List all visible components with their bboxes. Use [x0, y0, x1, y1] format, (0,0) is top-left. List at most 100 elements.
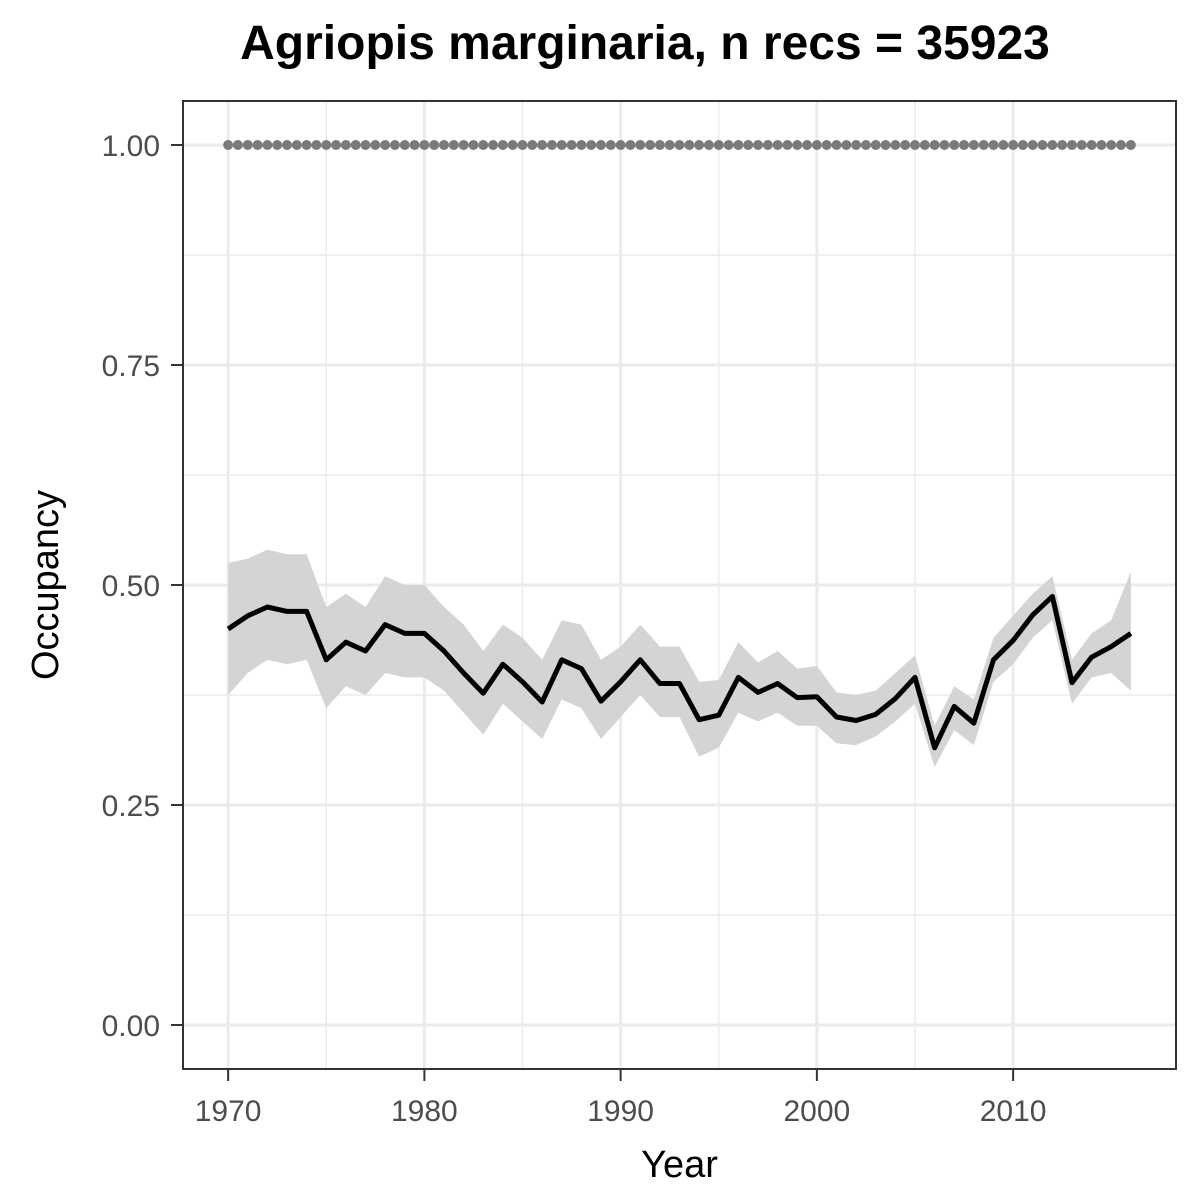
- upper-dot: [507, 140, 518, 150]
- y-tick-label: 0.25: [102, 790, 160, 823]
- upper-dot: [772, 140, 783, 150]
- x-tick-label: 1970: [195, 1095, 262, 1128]
- upper-dot: [429, 140, 440, 150]
- upper-dot: [537, 140, 548, 150]
- upper-dot: [409, 140, 420, 150]
- chart-title: Agriopis marginaria, n recs = 35923: [240, 17, 1050, 70]
- occupancy-line-series: [226, 593, 1133, 751]
- upper-dot: [1008, 140, 1019, 150]
- upper-dot: [684, 140, 695, 150]
- upper-bound-dots-series: [223, 140, 1136, 150]
- upper-dot: [880, 140, 891, 150]
- grid-lines: [183, 101, 1176, 1069]
- upper-dot: [340, 140, 351, 150]
- upper-dot: [311, 140, 322, 150]
- upper-dot: [291, 140, 302, 150]
- upper-dot: [321, 140, 332, 150]
- upper-dot: [811, 140, 822, 150]
- upper-dot: [782, 140, 793, 150]
- upper-dot: [831, 140, 842, 150]
- upper-dot: [546, 140, 557, 150]
- upper-dot: [301, 140, 312, 150]
- upper-dot: [272, 140, 283, 150]
- confidence-band-area: [228, 549, 1131, 768]
- upper-dot: [596, 140, 607, 150]
- upper-dot: [1066, 140, 1077, 150]
- upper-dot: [527, 140, 538, 150]
- upper-dot: [900, 140, 911, 150]
- upper-dot: [694, 140, 705, 150]
- upper-dot: [1116, 140, 1127, 150]
- upper-dot: [232, 140, 243, 150]
- y-tick-label: 1.00: [102, 130, 160, 163]
- upper-dot: [478, 140, 489, 150]
- upper-dot: [968, 140, 979, 150]
- upper-dot: [949, 140, 960, 150]
- upper-dot: [654, 140, 665, 150]
- upper-dot: [713, 140, 724, 150]
- upper-dot: [978, 140, 989, 150]
- upper-dot: [1086, 140, 1097, 150]
- x-tick-label: 1980: [391, 1095, 458, 1128]
- y-tick-label: 0.75: [102, 350, 160, 383]
- upper-dot: [439, 140, 450, 150]
- upper-dot: [959, 140, 970, 150]
- upper-dot: [851, 140, 862, 150]
- upper-dot: [664, 140, 675, 150]
- upper-dot: [448, 140, 459, 150]
- upper-dot: [605, 140, 616, 150]
- x-tick-label: 2000: [783, 1095, 850, 1128]
- upper-dot: [723, 140, 734, 150]
- upper-dot: [576, 140, 587, 150]
- upper-dot: [870, 140, 881, 150]
- occupancy-line: [226, 593, 1133, 751]
- upper-dot: [625, 140, 636, 150]
- upper-dot: [860, 140, 871, 150]
- upper-dot: [1106, 140, 1117, 150]
- upper-dot: [468, 140, 479, 150]
- upper-dot: [556, 140, 567, 150]
- upper-dot: [762, 140, 773, 150]
- upper-dot: [733, 140, 744, 150]
- upper-dot: [1037, 140, 1048, 150]
- upper-dot: [223, 140, 234, 150]
- upper-dot: [674, 140, 685, 150]
- upper-dot: [252, 140, 263, 150]
- upper-dot: [399, 140, 410, 150]
- upper-dot: [1047, 140, 1058, 150]
- upper-dot: [919, 140, 930, 150]
- upper-dot: [419, 140, 430, 150]
- upper-dot: [1125, 140, 1136, 150]
- upper-dot: [1096, 140, 1107, 150]
- upper-dot: [988, 140, 999, 150]
- upper-dot: [497, 140, 508, 150]
- upper-dot: [615, 140, 626, 150]
- y-axis-title: Occupancy: [25, 490, 67, 680]
- upper-dot: [890, 140, 901, 150]
- upper-dot: [1057, 140, 1068, 150]
- upper-dot: [517, 140, 528, 150]
- y-tick-label: 0.00: [102, 1010, 160, 1043]
- upper-dot: [262, 140, 273, 150]
- upper-dot: [802, 140, 813, 150]
- upper-dot: [370, 140, 381, 150]
- upper-dot: [242, 140, 253, 150]
- upper-dot: [380, 140, 391, 150]
- upper-dot: [586, 140, 597, 150]
- upper-dot: [360, 140, 371, 150]
- upper-dot: [645, 140, 656, 150]
- upper-dot: [282, 140, 293, 150]
- upper-dot: [635, 140, 646, 150]
- upper-dot: [1076, 140, 1087, 150]
- upper-dot: [939, 140, 950, 150]
- confidence-band: [228, 549, 1131, 768]
- x-tick-label: 1990: [587, 1095, 654, 1128]
- upper-dot: [488, 140, 499, 150]
- upper-dot: [1027, 140, 1038, 150]
- upper-dot: [792, 140, 803, 150]
- upper-dot: [821, 140, 832, 150]
- upper-dot: [350, 140, 361, 150]
- upper-dot: [929, 140, 940, 150]
- upper-dot: [998, 140, 1009, 150]
- upper-dot: [458, 140, 469, 150]
